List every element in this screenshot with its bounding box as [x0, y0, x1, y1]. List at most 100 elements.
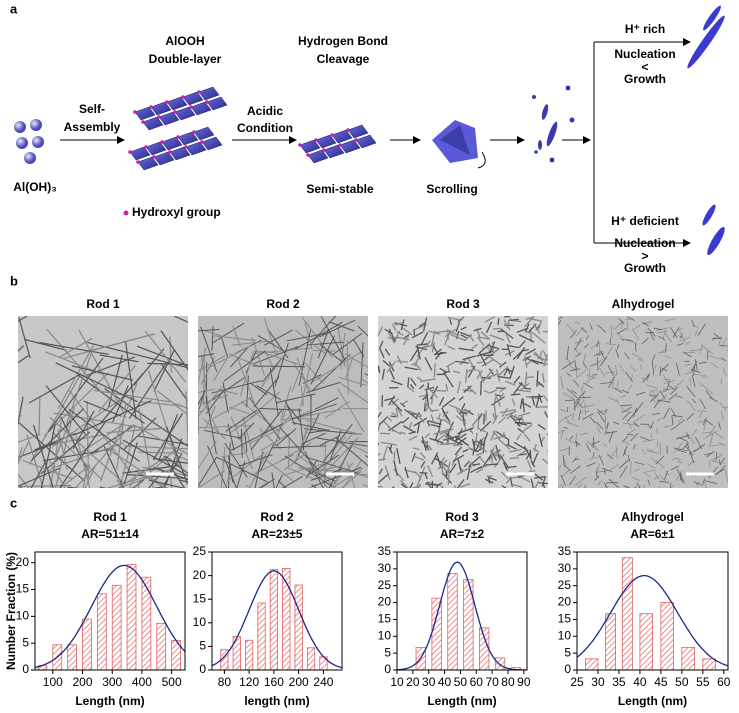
- rod: [382, 445, 388, 461]
- rod: [455, 322, 461, 333]
- rod: [132, 424, 188, 455]
- rod: [673, 447, 688, 451]
- rod: [574, 458, 580, 461]
- rod: [689, 378, 692, 386]
- rod: [607, 396, 619, 402]
- rod: [709, 425, 716, 436]
- rod: [718, 442, 726, 447]
- rod: [586, 462, 597, 467]
- tile: [158, 111, 180, 126]
- x-tick-label: 80: [218, 675, 232, 689]
- rod: [263, 317, 277, 354]
- rod: [688, 449, 695, 463]
- rod: [616, 344, 620, 349]
- rod: [506, 322, 510, 329]
- rod: [387, 426, 402, 435]
- rod: [492, 327, 501, 330]
- x-tick-label: 200: [289, 675, 309, 689]
- rod: [292, 422, 326, 431]
- rod: [253, 350, 280, 354]
- rod: [508, 344, 519, 349]
- rod: [686, 413, 695, 421]
- rod: [462, 355, 477, 361]
- rod: [657, 394, 667, 404]
- rod: [505, 380, 516, 386]
- rod: [323, 424, 353, 462]
- rod: [531, 397, 536, 406]
- rod: [497, 366, 509, 377]
- rod: [483, 369, 494, 382]
- rod: [529, 449, 532, 460]
- rod: [231, 340, 267, 346]
- hydroxyl: [322, 148, 326, 152]
- x-tick-label: 40: [438, 675, 452, 689]
- rod: [658, 335, 666, 341]
- rod: [606, 343, 617, 346]
- label: Condition: [237, 121, 293, 135]
- rod: [655, 460, 665, 469]
- rod: [600, 382, 613, 384]
- rod: [453, 370, 460, 374]
- label: H⁺ deficient: [611, 214, 679, 228]
- rod: [670, 327, 678, 339]
- rod: [512, 414, 517, 422]
- rod: [701, 478, 705, 486]
- rod: [86, 401, 90, 479]
- rod: [211, 380, 262, 394]
- rod: [477, 337, 485, 346]
- tem-panels: Rod 1 Rod 2 Rod 3 Alhydrogel: [18, 297, 728, 488]
- rod: [694, 359, 698, 370]
- rod: [128, 362, 168, 419]
- rod: [577, 482, 583, 488]
- x-tick-label: 45: [654, 675, 668, 689]
- rod: [534, 473, 544, 481]
- rod: [688, 449, 697, 455]
- chart-subtitle: AR=6±1: [630, 527, 675, 541]
- rod: [685, 341, 691, 346]
- y-tick-label: 35: [378, 544, 392, 558]
- rod: [580, 396, 592, 399]
- rod: [533, 323, 541, 335]
- rod: [77, 374, 145, 425]
- rod: [497, 375, 511, 379]
- rod: [449, 318, 453, 325]
- tile: [137, 156, 159, 171]
- rod: [717, 453, 723, 459]
- rod: [456, 478, 465, 488]
- rod: [455, 360, 470, 364]
- rod: [319, 435, 341, 446]
- rod: [654, 364, 657, 370]
- short-rod: [707, 227, 725, 255]
- rod: [99, 354, 139, 363]
- rod: [684, 370, 696, 375]
- y-tick-label: 0: [384, 662, 391, 676]
- rod: [382, 360, 391, 367]
- rod: [396, 360, 409, 363]
- rod: [575, 432, 578, 441]
- rod: [536, 357, 544, 360]
- rod: [203, 355, 205, 406]
- rod: [595, 350, 604, 356]
- rod: [329, 436, 347, 455]
- rod: [473, 327, 482, 332]
- rod: [223, 456, 238, 488]
- y-tick-label: 10: [193, 615, 207, 629]
- x-tick-label: 25: [570, 675, 584, 689]
- rod: [393, 451, 396, 460]
- rod: [433, 363, 436, 378]
- rod: [503, 319, 511, 331]
- rod: [460, 326, 467, 331]
- rod: [692, 325, 699, 328]
- rod: [523, 355, 528, 368]
- rod: [654, 472, 660, 480]
- rod: [308, 429, 330, 434]
- rod: [117, 456, 166, 488]
- rod: [281, 476, 303, 488]
- rod: [18, 396, 24, 427]
- rod: [257, 481, 270, 488]
- y-tick-label: 25: [378, 578, 392, 592]
- rod: [455, 415, 467, 425]
- rod: [388, 395, 396, 406]
- tem-title: Rod 2: [266, 297, 300, 311]
- rod: [55, 362, 138, 403]
